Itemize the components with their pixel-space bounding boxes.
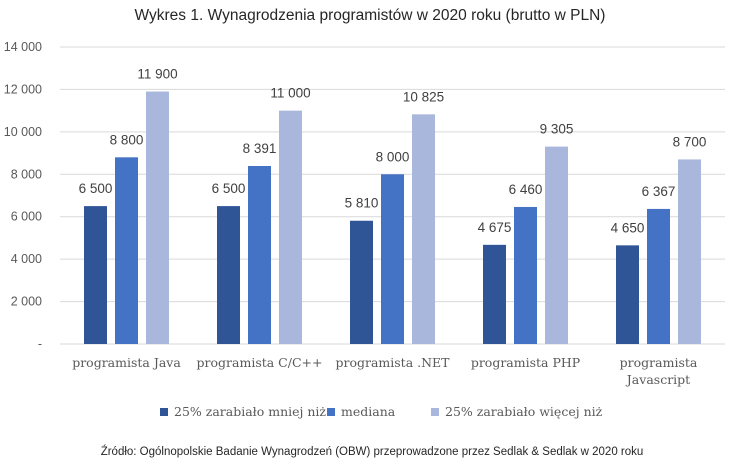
data-label: 8 000 bbox=[376, 149, 410, 164]
legend-swatch bbox=[327, 408, 335, 416]
y-tick-label: - bbox=[38, 337, 42, 351]
bar bbox=[483, 244, 506, 344]
bar bbox=[217, 206, 240, 344]
legend-item: mediana bbox=[327, 404, 396, 419]
data-label: 8 700 bbox=[673, 134, 707, 149]
bar bbox=[412, 114, 435, 345]
data-label: 6 500 bbox=[212, 181, 246, 196]
legend: 25% zarabiało mniej niż mediana 25% zarabi… bbox=[160, 404, 603, 419]
bar bbox=[545, 146, 568, 344]
y-axis-tick-labels: - 2 000 4 000 6 000 8 000 10 000 12 000 14 000 bbox=[4, 40, 42, 351]
y-tick-label: 14 000 bbox=[4, 40, 42, 54]
bar bbox=[248, 165, 271, 344]
category-label: programista C/C++ bbox=[197, 355, 323, 370]
data-label: 4 650 bbox=[611, 220, 645, 235]
bar bbox=[146, 91, 169, 344]
data-label: 8 391 bbox=[243, 141, 277, 156]
bar bbox=[84, 206, 107, 344]
category-label: programista bbox=[620, 355, 698, 370]
data-labels: 6 500 8 800 11 900 6 500 8 391 11 000 5 810 8 0… bbox=[79, 67, 707, 236]
legend-label: 25% zarabiało więcej niż bbox=[445, 404, 603, 419]
bar bbox=[381, 174, 404, 344]
legend-label: mediana bbox=[341, 404, 396, 419]
bar bbox=[350, 220, 373, 344]
category-label: Javascript bbox=[625, 372, 690, 387]
y-tick-label: 4 000 bbox=[11, 252, 42, 266]
legend-label: 25% zarabiało mniej niż bbox=[174, 404, 326, 419]
bar bbox=[647, 208, 670, 344]
data-label: 6 460 bbox=[509, 182, 543, 197]
source-note: Źródło: Ogólnopolskie Badanie Wynagrodze… bbox=[101, 445, 644, 458]
category-label: programista PHP bbox=[471, 355, 580, 370]
data-label: 8 800 bbox=[110, 132, 144, 147]
bar bbox=[279, 110, 302, 345]
bars bbox=[84, 91, 701, 345]
bar bbox=[678, 159, 701, 344]
y-tick-label: 12 000 bbox=[4, 82, 42, 96]
data-label: 11 900 bbox=[137, 67, 177, 82]
legend-item: 25% zarabiało więcej niż bbox=[431, 404, 603, 419]
category-label: programista Java bbox=[72, 355, 181, 370]
y-tick-label: 2 000 bbox=[11, 295, 42, 309]
legend-swatch bbox=[160, 408, 168, 416]
chart-title: Wykres 1. Wynagrodzenia programistów w 2… bbox=[135, 7, 606, 24]
y-tick-label: 6 000 bbox=[11, 210, 42, 224]
legend-item: 25% zarabiało mniej niż bbox=[160, 404, 326, 419]
category-label: programista .NET bbox=[335, 355, 450, 370]
data-label: 10 825 bbox=[403, 89, 444, 104]
bar bbox=[616, 245, 639, 344]
y-tick-label: 10 000 bbox=[4, 125, 42, 139]
data-label: 4 675 bbox=[478, 220, 512, 235]
data-label: 9 305 bbox=[540, 122, 574, 137]
data-label: 6 500 bbox=[79, 181, 113, 196]
x-axis-category-labels: programista Java programista C/C++ program… bbox=[72, 355, 698, 387]
bar bbox=[115, 157, 138, 344]
data-label: 11 000 bbox=[270, 86, 310, 101]
y-tick-label: 8 000 bbox=[11, 167, 42, 181]
data-label: 5 810 bbox=[345, 196, 379, 211]
legend-swatch bbox=[431, 408, 439, 416]
bar bbox=[514, 206, 537, 344]
data-label: 6 367 bbox=[642, 184, 676, 199]
